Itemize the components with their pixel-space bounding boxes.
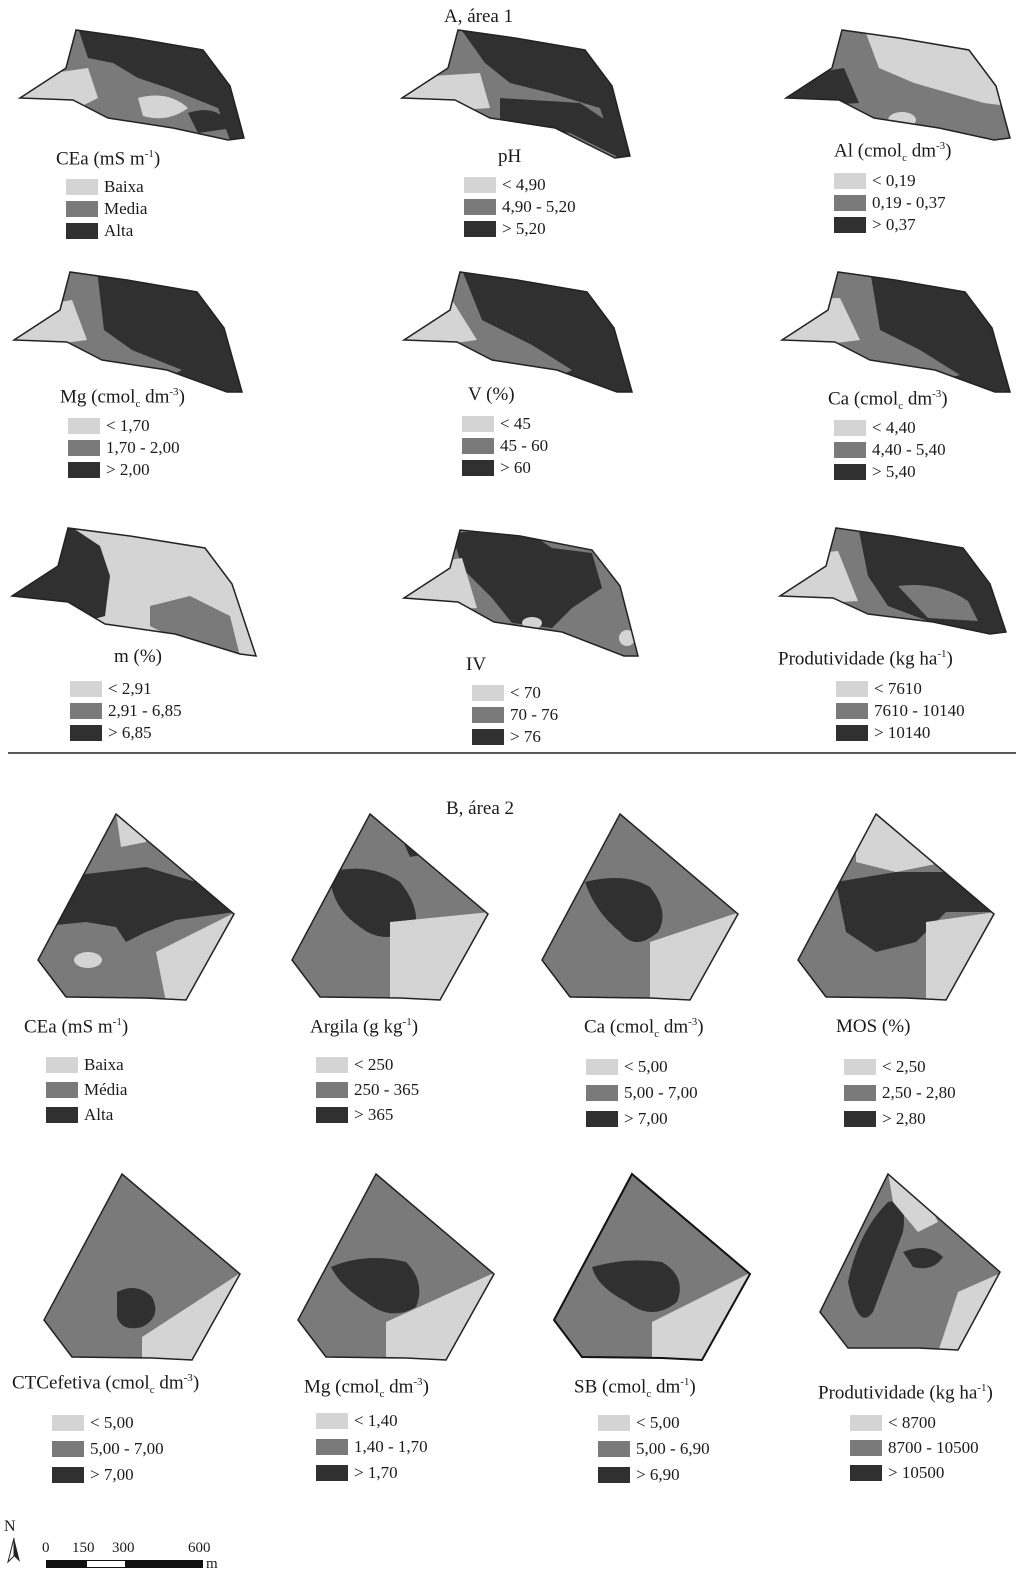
choropleth-map — [779, 271, 1011, 393]
map-title: CEa (mS m-1) — [24, 1016, 129, 1038]
map-title: Produtividade (kg ha-1) — [818, 1382, 993, 1404]
map-title: Produtividade (kg ha-1) — [778, 648, 953, 670]
map-legend: < 1,40 1,40 - 1,70 > 1,70 — [316, 1408, 428, 1486]
scale-tick-label: 300 — [112, 1540, 135, 1556]
field-outline — [17, 29, 245, 141]
section-divider — [8, 752, 1016, 754]
map-legend: < 2,91 2,91 - 6,85 > 6,85 — [70, 678, 182, 744]
map-legend: < 5,00 5,00 - 7,00 > 7,00 — [586, 1054, 698, 1132]
choropleth-map — [783, 29, 1011, 141]
scale-tick-label: 150 — [72, 1540, 95, 1556]
choropleth-map — [552, 1172, 752, 1362]
map-legend: < 4,40 4,40 - 5,40 > 5,40 — [834, 417, 946, 483]
map-title: Mg (cmolc dm-3) — [60, 386, 185, 411]
map-legend: < 2,50 2,50 - 2,80 > 2,80 — [844, 1054, 956, 1132]
map-legend: Baixa Media Alta — [66, 176, 147, 242]
map-title: Mg (cmolc dm-3) — [304, 1376, 429, 1401]
map-title: m (%) — [114, 646, 163, 667]
map-legend: < 5,00 5,00 - 7,00 > 7,00 — [52, 1410, 164, 1488]
legend-item: Baixa — [66, 176, 147, 198]
map-title: SB (cmolc dm-1) — [574, 1376, 696, 1401]
zone-low — [138, 95, 188, 119]
choropleth-map — [9, 527, 258, 657]
choropleth-map — [11, 271, 243, 393]
choropleth-map — [291, 812, 489, 1001]
section-b-title: B, área 2 — [446, 798, 515, 819]
map-title: MOS (%) — [836, 1016, 911, 1037]
choropleth-map — [401, 529, 639, 657]
map-title: Al (cmolc dm-3) — [834, 140, 952, 165]
map-title: CTCefetiva (cmolc dm-3) — [12, 1372, 200, 1397]
scale-tick-label: 0 — [42, 1540, 50, 1556]
choropleth-map — [297, 1172, 495, 1361]
map-title: pH — [498, 146, 522, 167]
choropleth-map — [401, 271, 633, 393]
map-title: Ca (cmolc dm-3) — [584, 1016, 704, 1041]
scale-segment — [86, 1560, 126, 1568]
map-title: V (%) — [468, 384, 515, 405]
north-arrow-icon — [7, 1537, 20, 1564]
scale-segment — [125, 1560, 203, 1568]
map-legend: < 5,00 5,00 - 6,90 > 6,90 — [598, 1410, 710, 1488]
map-title: Argila (g kg-1) — [310, 1016, 419, 1038]
choropleth-map — [17, 29, 245, 141]
choropleth-map — [37, 812, 235, 1001]
map-legend: < 8700 8700 - 10500 > 10500 — [850, 1410, 979, 1485]
section-a-title: A, área 1 — [444, 6, 514, 27]
scale-bar: N 0 150 300 600 m — [4, 1518, 234, 1580]
map-legend: < 70 70 - 76 > 76 — [472, 682, 558, 748]
choropleth-map — [43, 1172, 241, 1361]
map-legend: Baixa Média Alta — [46, 1052, 127, 1127]
map-legend: < 7610 7610 - 10140 > 10140 — [836, 678, 965, 744]
choropleth-map — [777, 527, 1008, 635]
map-legend: < 1,70 1,70 - 2,00 > 2,00 — [68, 415, 180, 481]
scale-unit: m — [206, 1556, 218, 1572]
map-title: IV — [466, 654, 487, 675]
scale-segment — [46, 1560, 86, 1568]
choropleth-map — [541, 812, 739, 1001]
legend-item: Alta — [66, 220, 147, 242]
map-legend: < 250 250 - 365 > 365 — [316, 1052, 419, 1127]
north-label: N — [4, 1518, 16, 1535]
map-legend: < 45 45 - 60 > 60 — [462, 413, 548, 479]
map-legend: < 4,90 4,90 - 5,20 > 5,20 — [464, 174, 576, 240]
map-legend: < 0,19 0,19 - 0,37 > 0,37 — [834, 170, 946, 236]
zone-high — [188, 110, 233, 133]
scale-tick-label: 600 — [188, 1540, 211, 1556]
choropleth-map — [399, 29, 631, 159]
legend-item: Media — [66, 198, 147, 220]
map-title: CEa (mS m-1) — [56, 148, 161, 170]
choropleth-map — [797, 812, 995, 1001]
choropleth-map — [819, 1172, 1001, 1351]
map-title: Ca (cmolc dm-3) — [828, 388, 948, 413]
